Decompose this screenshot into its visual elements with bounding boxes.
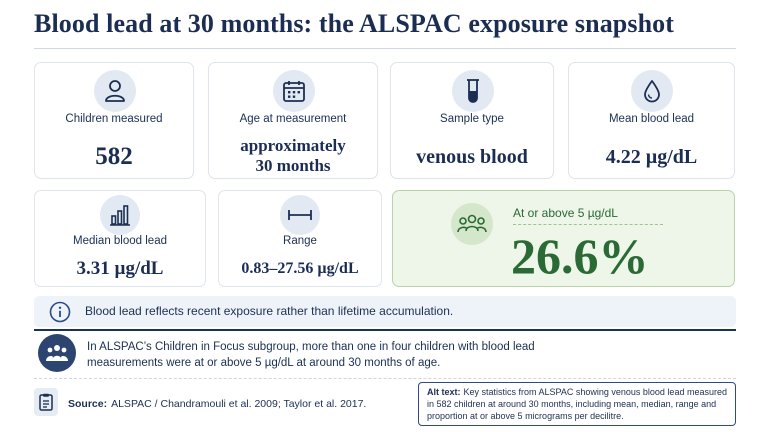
bar-chart-icon <box>100 195 140 235</box>
group-icon <box>451 203 493 245</box>
person-icon <box>94 70 136 112</box>
blood-drop-icon <box>631 70 673 112</box>
mean-card: Mean blood lead 4.22 µg/dL <box>568 62 735 179</box>
highlight-divider <box>513 224 663 225</box>
source-label: Source: <box>68 398 108 410</box>
highlight-card: At or above 5 µg/dL 26.6% <box>392 190 735 287</box>
note-text: Blood lead reflects recent exposure rath… <box>85 304 454 318</box>
age-value-line1: approximately <box>240 136 346 155</box>
note-bar: Blood lead reflects recent exposure rath… <box>34 296 736 327</box>
children-measured-label: Children measured <box>65 113 163 125</box>
median-value: 3.31 µg/dL <box>76 258 164 279</box>
highlight-value: 26.6% <box>511 228 649 284</box>
sample-type-card: Sample type venous blood <box>390 62 554 179</box>
alt-text-body: Key statistics from ALSPAC showing venou… <box>427 387 727 421</box>
document-icon <box>34 388 58 416</box>
calendar-icon <box>273 70 315 112</box>
info-icon <box>49 301 71 328</box>
mean-value: 4.22 µg/dL <box>605 146 698 168</box>
source-line: Source: ALSPAC / Chandramouli et al. 2009… <box>68 398 366 410</box>
children-measured-card: Children measured 582 <box>34 62 194 179</box>
range-icon <box>280 195 320 235</box>
age-label: Age at measurement <box>239 113 347 125</box>
alt-text-box: Alt text: Key statistics from ALSPAC show… <box>418 382 736 426</box>
median-card: Median blood lead 3.31 µg/dL <box>34 190 206 287</box>
page-title: Blood lead at 30 months: the ALSPAC expo… <box>34 9 674 38</box>
age-value-line2: 30 months <box>255 156 331 175</box>
summary-text: In ALSPAC’s Children in Focus subgroup, … <box>87 341 535 369</box>
highlight-label: At or above 5 µg/dL <box>513 206 618 220</box>
test-tube-icon <box>452 70 494 112</box>
age-card: Age at measurement approximately 30 mont… <box>208 62 378 179</box>
alt-text-label: Alt text: <box>427 387 461 397</box>
range-card: Range 0.83–27.56 µg/dL <box>218 190 382 287</box>
range-label: Range <box>283 235 317 247</box>
title-divider <box>34 48 736 49</box>
sample-type-value: venous blood <box>416 146 528 168</box>
source-text: ALSPAC / Chandramouli et al. 2009; Taylo… <box>111 398 367 410</box>
people-icon <box>38 334 76 372</box>
mean-label: Mean blood lead <box>608 113 695 125</box>
range-value: 0.83–27.56 µg/dL <box>241 260 359 277</box>
note-divider <box>34 329 736 331</box>
summary-divider <box>34 378 736 379</box>
children-measured-value: 582 <box>95 143 133 170</box>
sample-type-label: Sample type <box>440 113 504 125</box>
median-label: Median blood lead <box>73 235 167 247</box>
